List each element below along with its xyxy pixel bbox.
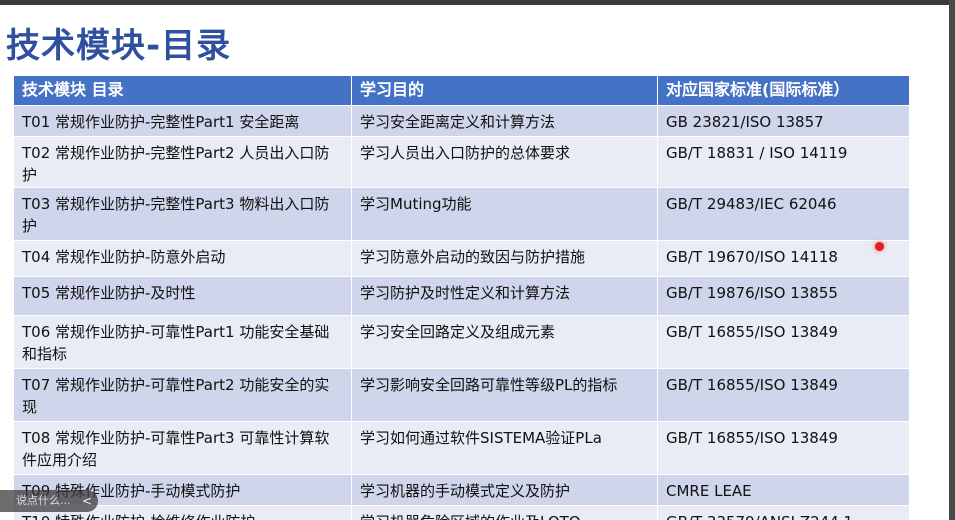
table-row: T02 常规作业防护-完整性Part2 人员出入口防护 学习人员出入口防护的总体要… — [14, 137, 910, 188]
table-row: T03 常规作业防护-完整性Part3 物料出入口防护 学习Muting功能 GB/… — [14, 188, 910, 241]
table-row: T05 常规作业防护-及时性 学习防护及时性定义和计算方法 GB/T 19876/I… — [14, 277, 910, 316]
table-cell: T03 常规作业防护-完整性Part3 物料出入口防护 — [14, 188, 352, 240]
table-row: T10 特殊作业防护-检维修作业防护学习机器危险区域的作业及LOTOGB/T 3… — [14, 506, 910, 520]
table-cell: 学习如何通过软件SISTEMA验证PLa — [352, 422, 658, 474]
table-cell: T01 常规作业防护-完整性Part1 安全距离 — [14, 106, 352, 136]
table-cell: 学习安全回路定义及组成元素 — [352, 316, 658, 368]
pointer-dot — [875, 242, 884, 251]
table-cell: 学习防意外启动的致因与防护措施 — [352, 241, 658, 276]
table-cell: T08 常规作业防护-可靠性Part3 可靠性计算软件应用介绍 — [14, 422, 352, 474]
table-cell: CMRE LEAE — [658, 475, 910, 505]
table-cell: T04 常规作业防护-防意外启动 — [14, 241, 352, 276]
table-row: T06 常规作业防护-可靠性Part1 功能安全基础和指标 学习安全回路定义及组成… — [14, 316, 910, 369]
table-row: T08 常规作业防护-可靠性Part3 可靠性计算软件应用介绍 学习如何通过软件S… — [14, 422, 910, 475]
table-row: T04 常规作业防护-防意外启动 学习防意外启动的致因与防护措施 GB/T 1967… — [14, 241, 910, 277]
column-header: 学习目的 — [352, 76, 658, 105]
table-row: T09 特殊作业防护-手动模式防护 学习机器的手动模式定义及防护 CMRE LEAE — [14, 475, 910, 506]
table-cell: 学习影响安全回路可靠性等级PL的指标 — [352, 369, 658, 421]
table-cell: 学习机器的手动模式定义及防护 — [352, 475, 658, 505]
slide-title: 技术模块-目录 — [6, 26, 232, 66]
top-bar — [0, 0, 955, 5]
comment-input[interactable]: 说点什么... < — [0, 490, 98, 512]
table-cell: T06 常规作业防护-可靠性Part1 功能安全基础和指标 — [14, 316, 352, 368]
table-cell: GB/T 33579/ANSI Z244.1 — [658, 506, 910, 520]
comment-placeholder: 说点什么... — [16, 494, 71, 507]
table-cell: GB/T 16855/ISO 13849 — [658, 369, 910, 421]
column-header: 对应国家标准(国际标准） — [658, 76, 910, 105]
table-cell: T02 常规作业防护-完整性Part2 人员出入口防护 — [14, 137, 352, 187]
table-cell: GB/T 16855/ISO 13849 — [658, 316, 910, 368]
table-cell: GB 23821/ISO 13857 — [658, 106, 910, 136]
table-cell: 学习人员出入口防护的总体要求 — [352, 137, 658, 187]
table-cell: T07 常规作业防护-可靠性Part2 功能安全的实现 — [14, 369, 352, 421]
table-cell: GB/T 18831 / ISO 14119 — [658, 137, 910, 187]
table-cell: T10 特殊作业防护-检维修作业防护 — [14, 506, 352, 520]
table-cell: 学习Muting功能 — [352, 188, 658, 240]
table-cell: GB/T 19876/ISO 13855 — [658, 277, 910, 315]
catalog-table: 技术模块 目录 学习目的 对应国家标准(国际标准） T01 常规作业防护-完整性Par… — [14, 76, 910, 520]
table-cell: GB/T 19670/ISO 14118 — [658, 241, 910, 276]
table-row: T07 常规作业防护-可靠性Part2 功能安全的实现 学习影响安全回路可靠性等级… — [14, 369, 910, 422]
table-cell: GB/T 29483/IEC 62046 — [658, 188, 910, 240]
right-edge — [949, 0, 955, 520]
column-header: 技术模块 目录 — [14, 76, 352, 105]
table-cell: 学习机器危险区域的作业及LOTO — [352, 506, 658, 520]
table-cell: T05 常规作业防护-及时性 — [14, 277, 352, 315]
table-cell: 学习安全距离定义和计算方法 — [352, 106, 658, 136]
header-row: 技术模块 目录 学习目的 对应国家标准(国际标准） — [14, 76, 910, 106]
table-cell: GB/T 16855/ISO 13849 — [658, 422, 910, 474]
collapse-arrow[interactable]: < — [81, 494, 92, 508]
table-row: T01 常规作业防护-完整性Part1 安全距离 学习安全距离定义和计算方法 GB … — [14, 106, 910, 137]
table-cell: 学习防护及时性定义和计算方法 — [352, 277, 658, 315]
